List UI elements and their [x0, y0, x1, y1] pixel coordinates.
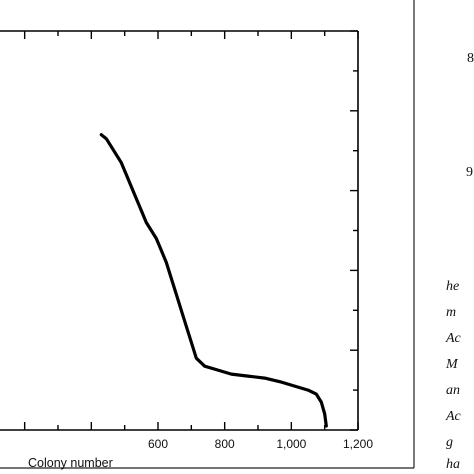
- side-text-column: he m Ac M an Ac g ha: [445, 279, 462, 472]
- side-text-line: Ac: [445, 331, 462, 346]
- x-tick-label: 1,000: [276, 437, 306, 451]
- side-text-line: M: [445, 357, 459, 372]
- data-series-line: [99, 133, 328, 428]
- side-text-line: g: [446, 435, 453, 450]
- side-text-line: m: [446, 305, 456, 320]
- x-tick-label-group: 600 800 1,000 1,200: [148, 437, 373, 451]
- side-number-1: 8: [467, 51, 474, 66]
- x-tick-label: 1,200: [343, 437, 373, 451]
- side-text-line: Ac: [445, 409, 462, 424]
- x-axis-label: Colony number: [28, 456, 113, 470]
- tick-group: [23, 30, 359, 431]
- side-text-line: ha: [446, 457, 460, 472]
- x-tick-label: 800: [215, 437, 235, 451]
- side-text-line: an: [446, 383, 460, 398]
- x-tick-label: 600: [148, 437, 168, 451]
- side-number-2: 9: [466, 165, 473, 180]
- side-text-line: he: [446, 279, 459, 294]
